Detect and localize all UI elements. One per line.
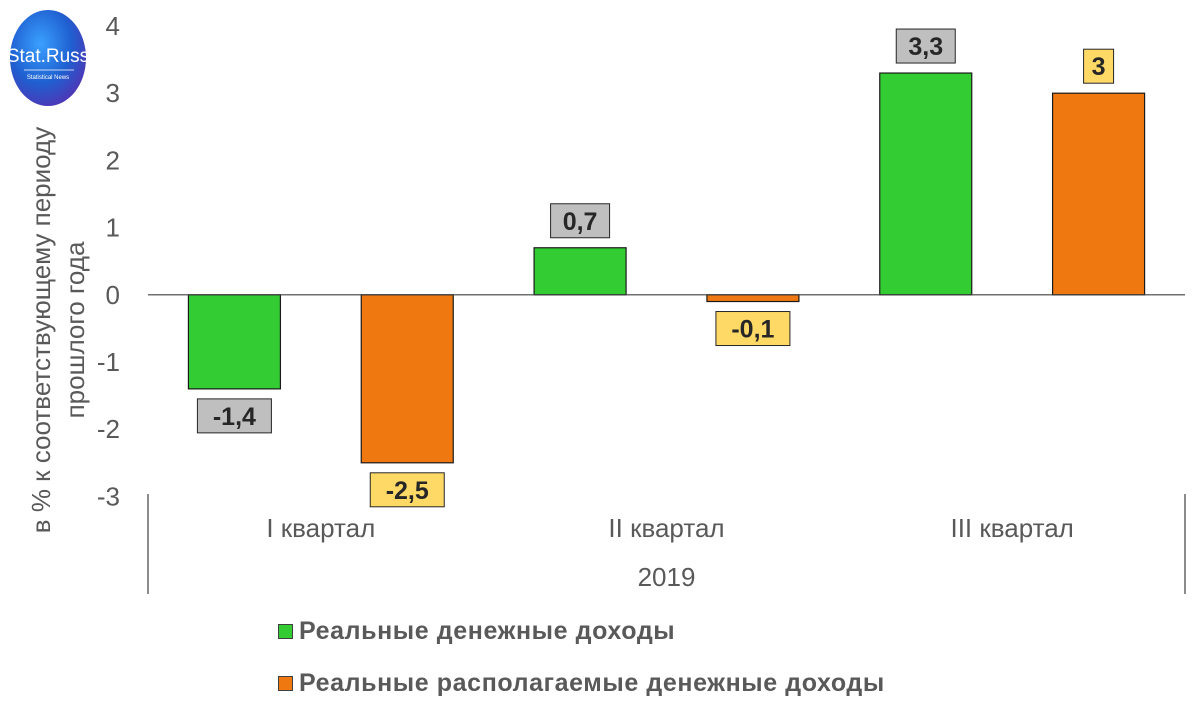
data-label-box xyxy=(715,311,791,347)
x-category-label: II квартал xyxy=(608,513,724,543)
data-label-box xyxy=(196,398,272,434)
y-tick-label: -3 xyxy=(97,481,120,511)
x-axis: I квартал II квартал III квартал 2019 xyxy=(147,294,1186,594)
bar-series-2 xyxy=(1051,92,1146,296)
y-tick-label: -1 xyxy=(97,347,120,377)
data-labels: -1,4 0,7 3,3 -2,5 -0,1 3 xyxy=(196,28,1115,508)
y-tick-label: 1 xyxy=(106,213,120,243)
data-label-box xyxy=(895,28,956,64)
y-axis-label: в % к соответствующему периоду прошлого г… xyxy=(26,127,90,533)
data-label: 3,3 xyxy=(895,28,956,64)
data-label-text: -0,1 xyxy=(731,316,774,344)
x-category-label: III квартал xyxy=(950,513,1073,543)
bar-series-1 xyxy=(533,247,627,296)
data-label-text: -1,4 xyxy=(213,403,256,431)
bar-series-2 xyxy=(360,294,454,464)
legend-label: Реальные располагаемые денежные доходы xyxy=(299,668,885,697)
y-tick-label: 3 xyxy=(106,78,120,108)
legend: Реальные денежные доходы Реальные распола… xyxy=(278,616,885,720)
legend-label: Реальные денежные доходы xyxy=(299,616,676,645)
y-tick-label: -2 xyxy=(97,414,120,444)
svg-text:Statistical News: Statistical News xyxy=(27,75,69,81)
x-group-label: 2019 xyxy=(638,562,696,592)
y-axis: 4 3 2 1 0 -1 -2 -3 xyxy=(97,11,120,511)
data-label: -1,4 xyxy=(196,398,272,434)
data-label-text: 3 xyxy=(1092,53,1106,81)
data-label-box xyxy=(1083,48,1115,84)
chart-area: 4 3 2 1 0 -1 -2 -3 в % к соответствующему перио… xyxy=(26,11,1186,594)
x-category-label: I квартал xyxy=(266,513,375,543)
data-label-text: 0,7 xyxy=(563,208,598,236)
data-label: 3 xyxy=(1083,48,1115,84)
svg-text:Stat.Russ: Stat.Russ xyxy=(8,46,89,67)
y-tick-label: 4 xyxy=(106,11,120,41)
data-label-text: -2,5 xyxy=(386,477,429,505)
stat-russ-logo: Stat.Russ Statistical News xyxy=(7,6,90,106)
y-axis-title-line: прошлого года xyxy=(60,241,90,418)
data-label: -2,5 xyxy=(369,472,445,508)
data-label-box xyxy=(550,203,611,239)
bar-series-2 xyxy=(706,294,800,303)
y-axis-title-line: в % к соответствующему периоду xyxy=(26,127,56,533)
legend-swatch xyxy=(278,623,293,639)
data-label: 0,7 xyxy=(550,203,611,239)
data-label-text: 3,3 xyxy=(908,33,943,61)
bar-series-1 xyxy=(187,294,282,390)
legend-swatch xyxy=(278,675,293,691)
legend-item: Реальные располагаемые денежные доходы xyxy=(278,668,885,698)
y-tick-label: 2 xyxy=(106,145,120,175)
data-label-box xyxy=(369,472,445,508)
data-label: -0,1 xyxy=(715,311,791,347)
bars xyxy=(187,72,1146,464)
bar-series-1 xyxy=(879,72,973,296)
y-tick-label: 0 xyxy=(106,280,120,310)
legend-item: Реальные денежные доходы xyxy=(278,616,885,646)
